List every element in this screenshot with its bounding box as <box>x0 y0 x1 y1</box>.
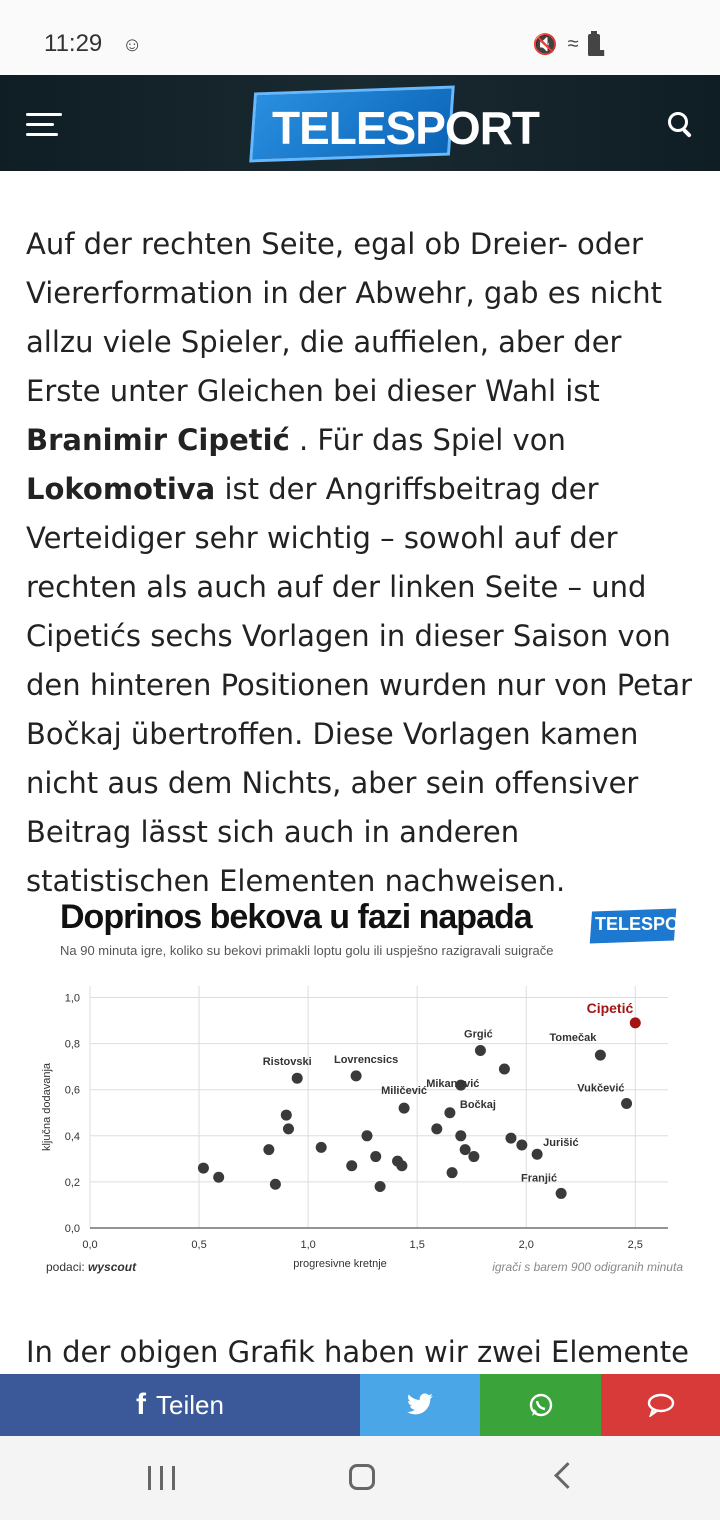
y-axis-label: ključna dodavanja <box>41 1062 53 1151</box>
notification-icon: ☺ <box>122 34 143 56</box>
data-point <box>455 1079 467 1091</box>
data-point <box>282 1123 294 1135</box>
data-point <box>594 1049 606 1061</box>
scatter-chart: Doprinos bekova u fazi napada Na 90 minu… <box>40 888 703 1288</box>
data-point <box>374 1181 386 1193</box>
point-label: Franjić <box>521 1172 557 1184</box>
point-label: Bočkaj <box>460 1099 496 1111</box>
data-point <box>629 1017 641 1029</box>
data-point <box>446 1167 458 1179</box>
point-label: Tomečak <box>550 1032 598 1044</box>
article-text: . Für das Spiel von <box>289 423 566 457</box>
point-label: Jurišić <box>543 1137 578 1149</box>
mute-icon: 🔇 <box>532 34 558 56</box>
x-tick-label: 2,0 <box>519 1239 534 1251</box>
y-tick-label: 0,8 <box>65 1039 80 1051</box>
recents-icon[interactable] <box>148 1466 176 1490</box>
data-point <box>459 1144 471 1156</box>
x-tick-label: 1,5 <box>410 1239 425 1251</box>
article-text: ist der Angriffsbeitrag der Verteidiger … <box>26 472 693 898</box>
chart-source: podaci: wyscout <box>46 1260 137 1274</box>
x-tick-label: 2,5 <box>628 1239 643 1251</box>
data-point <box>280 1109 292 1121</box>
status-time: 11:29 <box>44 30 103 57</box>
logo-text: TELESPORT <box>272 102 540 154</box>
data-point <box>498 1063 510 1075</box>
article-paragraph: Auf der rechten Seite, egal ob Dreier- o… <box>26 220 696 906</box>
battery-icon <box>588 31 600 56</box>
point-label: Grgić <box>464 1029 493 1041</box>
chart-logo: TELESPORT <box>589 908 703 944</box>
twitter-icon <box>407 1393 433 1415</box>
facebook-icon: f <box>136 1388 147 1421</box>
data-point <box>516 1139 528 1151</box>
data-point <box>269 1178 281 1190</box>
share-bar: f Teilen <box>0 1374 720 1436</box>
article-paragraph-2: In der obigen Grafik haben wir zwei Elem… <box>26 1335 689 1369</box>
data-point <box>555 1187 567 1199</box>
player-name-bold: Branimir Cipetić <box>26 423 290 457</box>
chart-subtitle: Na 90 minuta igre, koliko su bekovi prim… <box>60 943 554 958</box>
search-icon[interactable] <box>668 112 694 138</box>
data-point <box>531 1148 543 1160</box>
y-tick-label: 0,0 <box>65 1223 80 1235</box>
status-bar: 11:29 ☺ 🔇 ≈ ▂ <box>0 0 720 75</box>
x-tick-label: 0,0 <box>82 1239 97 1251</box>
data-point <box>455 1130 467 1142</box>
y-tick-label: 0,2 <box>65 1177 80 1189</box>
data-point <box>197 1162 209 1174</box>
x-axis-label: progresivne kretnje <box>293 1258 387 1270</box>
point-label: Mikanović <box>426 1078 479 1090</box>
point-label: Vukčević <box>577 1083 624 1095</box>
club-name-bold: Lokomotiva <box>26 472 216 506</box>
comment-icon <box>647 1393 674 1417</box>
site-header: TELESPORT <box>0 75 720 171</box>
data-point <box>315 1141 327 1153</box>
menu-icon[interactable] <box>26 113 62 137</box>
facebook-share-button[interactable]: f Teilen <box>0 1374 360 1436</box>
system-nav-bar <box>0 1436 720 1520</box>
data-point <box>398 1102 410 1114</box>
chart-title: Doprinos bekova u fazi napada <box>60 898 533 936</box>
point-label: Ristovski <box>263 1056 312 1068</box>
article-text: Auf der rechten Seite, egal ob Dreier- o… <box>26 227 663 408</box>
back-icon[interactable] <box>554 1462 581 1489</box>
home-icon[interactable] <box>349 1464 375 1490</box>
x-tick-label: 0,5 <box>191 1239 206 1251</box>
data-point <box>396 1160 408 1172</box>
data-point <box>346 1160 358 1172</box>
chart-plot: 0,0 0,2 0,4 0,6 0,8 1,0 0,0 0,5 1,0 1,5 2,0 2,5 prog… <box>41 986 668 1270</box>
data-point <box>468 1151 480 1163</box>
y-tick-label: 1,0 <box>65 993 80 1005</box>
chart-footnote: igrači s barem 900 odigranih minuta <box>492 1260 683 1274</box>
data-point <box>621 1098 633 1110</box>
data-point <box>263 1144 275 1156</box>
data-point <box>361 1130 373 1142</box>
site-logo[interactable]: TELESPORT <box>249 85 540 167</box>
whatsapp-share-button[interactable] <box>480 1374 601 1436</box>
wifi-icon: ≈ <box>567 33 579 55</box>
point-label: Cipetić <box>587 1000 634 1016</box>
data-point <box>291 1072 303 1084</box>
comment-button[interactable] <box>601 1374 720 1436</box>
data-point <box>444 1107 456 1119</box>
data-point <box>370 1151 382 1163</box>
whatsapp-icon <box>529 1393 552 1417</box>
data-point <box>474 1045 486 1057</box>
data-point <box>431 1123 443 1135</box>
data-point <box>350 1070 362 1082</box>
facebook-share-label: Teilen <box>156 1389 224 1420</box>
data-point <box>213 1171 225 1183</box>
data-point <box>505 1132 517 1144</box>
twitter-share-button[interactable] <box>360 1374 480 1436</box>
x-tick-label: 1,0 <box>300 1239 315 1251</box>
y-tick-label: 0,4 <box>65 1131 80 1143</box>
point-label: Lovrencsics <box>334 1054 398 1066</box>
point-label: Miličević <box>381 1085 427 1097</box>
y-tick-label: 0,6 <box>65 1085 80 1097</box>
